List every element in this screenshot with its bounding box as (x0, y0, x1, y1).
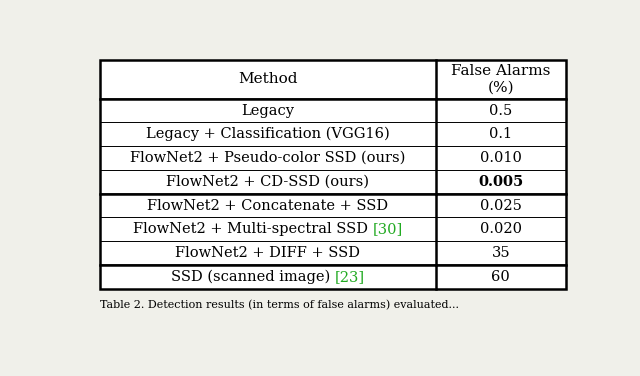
Text: 0.1: 0.1 (489, 127, 513, 141)
Text: 0.020: 0.020 (480, 222, 522, 236)
Text: SSD (scanned image): SSD (scanned image) (171, 270, 335, 284)
Text: Table 2. Detection results (in terms of false alarms) evaluated...: Table 2. Detection results (in terms of … (100, 300, 459, 311)
Text: FlowNet2 + CD-SSD (ours): FlowNet2 + CD-SSD (ours) (166, 175, 369, 189)
Text: Legacy + Classification (VGG16): Legacy + Classification (VGG16) (146, 127, 390, 141)
Text: Method: Method (238, 72, 298, 86)
Text: FlowNet2 + Pseudo-color SSD (ours): FlowNet2 + Pseudo-color SSD (ours) (130, 151, 405, 165)
Bar (100, 265, 566, 289)
Text: 0.010: 0.010 (480, 151, 522, 165)
Text: 0.005: 0.005 (478, 175, 524, 189)
Bar (100, 194, 566, 265)
Text: 0.025: 0.025 (480, 199, 522, 212)
Bar (100, 60, 566, 99)
Text: 60: 60 (492, 270, 510, 284)
Text: FlowNet2 + Multi-spectral SSD: FlowNet2 + Multi-spectral SSD (132, 222, 372, 236)
Text: False Alarms
(%): False Alarms (%) (451, 64, 550, 94)
Text: 0.5: 0.5 (489, 103, 513, 118)
Text: FlowNet2 + Concatenate + SSD: FlowNet2 + Concatenate + SSD (147, 199, 388, 212)
Text: Legacy: Legacy (241, 103, 294, 118)
Bar (100, 99, 566, 194)
Text: [23]: [23] (335, 270, 365, 284)
Text: 35: 35 (492, 246, 510, 260)
Text: [30]: [30] (372, 222, 403, 236)
Text: FlowNet2 + DIFF + SSD: FlowNet2 + DIFF + SSD (175, 246, 360, 260)
